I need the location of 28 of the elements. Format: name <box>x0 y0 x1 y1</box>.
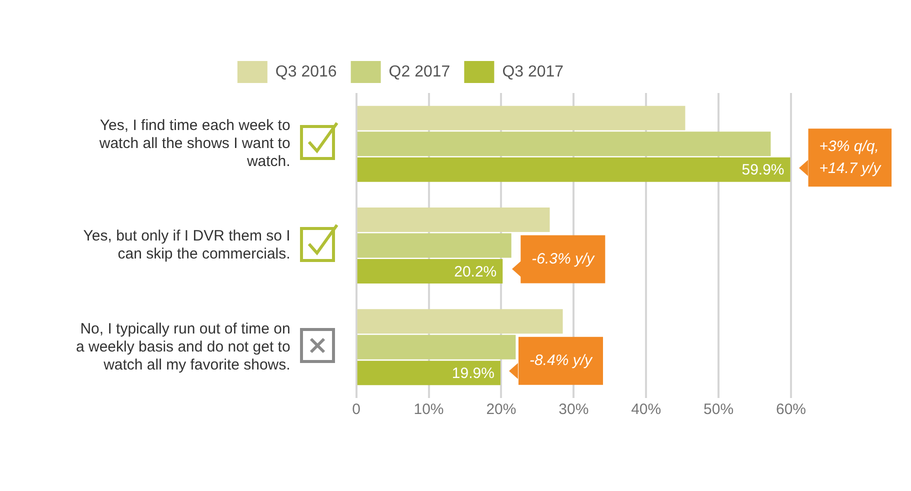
annotation: -6.3% y/y <box>532 250 596 268</box>
x-tick-label: 0 <box>352 401 360 418</box>
data-label: 59.9% <box>742 162 784 179</box>
bar <box>357 309 563 334</box>
x-tick-label: 20% <box>486 401 516 418</box>
y-tick-label: No, I typically run out of time on a weekly basis and do not get to watch all my favorite shows. <box>76 320 290 374</box>
y-tick-label: Yes, but only if I DVR them so I can skip the commercials. <box>83 228 290 263</box>
bar <box>357 157 790 182</box>
x-tick-label: 60% <box>776 401 806 418</box>
data-label: 19.9% <box>452 365 494 382</box>
x-tick-label: 50% <box>704 401 734 418</box>
bar <box>357 259 503 284</box>
x-tick-label: 40% <box>631 401 662 418</box>
x-tick-label: 30% <box>558 401 589 418</box>
x-tick-label: 10% <box>414 401 444 418</box>
bar <box>357 132 771 156</box>
bar <box>357 334 516 360</box>
legend-label: Q2 2017 <box>388 63 450 80</box>
annotation: -8.4% y/y <box>529 352 594 370</box>
bar <box>357 106 686 130</box>
legend-label: Q3 2017 <box>502 63 564 80</box>
bar <box>357 360 500 386</box>
legend-label: Q3 2016 <box>275 63 337 80</box>
y-tick-label: Yes, I find time each week to watch all the shows I want to watch. <box>98 116 290 170</box>
data-label: 20.2% <box>454 263 497 280</box>
text: +3% q/q, +14.7 y/y <box>819 138 882 177</box>
bar <box>357 233 512 258</box>
bar <box>357 208 550 232</box>
